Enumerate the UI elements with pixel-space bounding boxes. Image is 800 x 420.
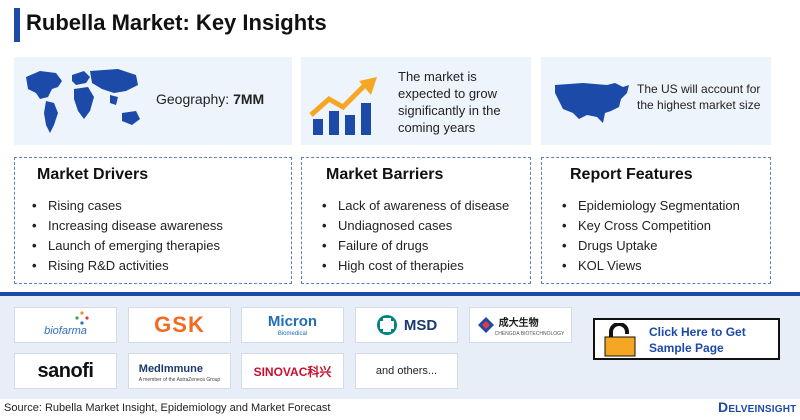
chengda-wordmark-group: 成大生物 CHENGDA BIOTECHNOLOGY: [495, 313, 565, 337]
msd-wordmark: MSD: [403, 316, 438, 334]
geography-card: Geography: 7MM: [14, 57, 292, 145]
growth-text: The market is expected to grow significa…: [398, 69, 501, 135]
growth-card: The market is expected to grow significa…: [301, 57, 531, 145]
sample-page-label: Click Here to Get Sample Page: [649, 325, 746, 355]
market-drivers-list: Rising cases Increasing disease awarenes…: [32, 196, 223, 276]
page-title: Rubella Market: Key Insights: [26, 10, 327, 35]
us-card: The US will account for the highest mark…: [541, 57, 771, 145]
list-item: High cost of therapies: [322, 256, 509, 276]
chengda-mark-icon: [477, 317, 494, 333]
list-item: Increasing disease awareness: [32, 216, 223, 236]
micron-wordmark: Micron: [267, 313, 318, 330]
list-item: KOL Views: [562, 256, 740, 276]
medimmune-subtitle: A member of the AstraZeneca Group: [138, 377, 221, 383]
biofarma-logo: biofarma: [14, 307, 117, 343]
report-features-title: Report Features: [570, 166, 693, 183]
gsk-logo: GSK: [128, 307, 231, 343]
list-item: Rising cases: [32, 196, 223, 216]
market-barriers-list: Lack of awareness of disease Undiagnosed…: [322, 196, 509, 276]
world-map-icon: [26, 69, 140, 133]
biofarma-wordmark: biofarma: [44, 325, 87, 337]
micron-subtitle: Biomedical: [277, 331, 308, 337]
medimmune-wordmark-group: MedImmune A member of the AstraZeneca Gr…: [139, 359, 220, 383]
sanofi-logo: sanofi: [14, 353, 117, 389]
micron-logo: Micron Biomedical: [241, 307, 344, 343]
list-item: Launch of emerging therapies: [32, 236, 223, 256]
market-barriers-box: Market Barriers Lack of awareness of dis…: [301, 157, 531, 284]
market-barriers-title: Market Barriers: [326, 166, 444, 183]
list-item: Rising R&D activities: [32, 256, 223, 276]
biofarma-mark-icon: [75, 311, 89, 325]
growth-chart-icon: [309, 77, 377, 135]
market-drivers-box: Market Drivers Rising cases Increasing d…: [14, 157, 292, 284]
title-accent-bar: [14, 8, 20, 42]
list-item: Lack of awareness of disease: [322, 196, 509, 216]
msd-mark-icon: [376, 315, 397, 335]
list-item: Key Cross Competition: [562, 216, 740, 236]
msd-logo: MSD: [355, 307, 458, 343]
geography-text: Geography: 7MM: [156, 91, 264, 107]
market-drivers-title: Market Drivers: [37, 166, 149, 183]
lock-icon: [604, 323, 636, 357]
sanofi-wordmark: sanofi: [37, 359, 94, 382]
chengda-wordmark: 成大生物: [498, 318, 539, 329]
gsk-wordmark: GSK: [154, 312, 205, 337]
sample-page-button[interactable]: Click Here to Get Sample Page: [593, 318, 780, 360]
delveinsight-logo: DELVEINSIGHT: [718, 399, 796, 415]
us-text: The US will account for the highest mark…: [637, 82, 761, 112]
band-divider: [0, 292, 800, 296]
sinovac-logo: SINOVAC科兴: [241, 353, 344, 389]
list-item: Failure of drugs: [322, 236, 509, 256]
chengda-logo: 成大生物 CHENGDA BIOTECHNOLOGY: [469, 307, 572, 343]
list-item: Drugs Uptake: [562, 236, 740, 256]
report-features-list: Epidemiology Segmentation Key Cross Comp…: [562, 196, 740, 276]
brand-initial: D: [718, 399, 729, 415]
medimmune-wordmark: MedImmune: [138, 363, 203, 375]
report-features-box: Report Features Epidemiology Segmentatio…: [541, 157, 771, 284]
source-note: Source: Rubella Market Insight, Epidemio…: [4, 402, 331, 414]
micron-wordmark-group: Micron Biomedical: [268, 313, 317, 337]
sinovac-wordmark: SINOVAC科兴: [253, 364, 332, 379]
list-item: Epidemiology Segmentation: [562, 196, 740, 216]
geography-value: 7MM: [233, 91, 265, 107]
brand-wordmark: ELVEINSIGHT: [728, 404, 797, 415]
others-label: and others...: [355, 353, 458, 389]
medimmune-logo: MedImmune A member of the AstraZeneca Gr…: [128, 353, 231, 389]
list-item: Undiagnosed cases: [322, 216, 509, 236]
geography-label: Geography:: [156, 91, 234, 107]
us-map-icon: [555, 83, 629, 123]
chengda-subtitle: CHENGDA BIOTECHNOLOGY: [494, 331, 565, 337]
